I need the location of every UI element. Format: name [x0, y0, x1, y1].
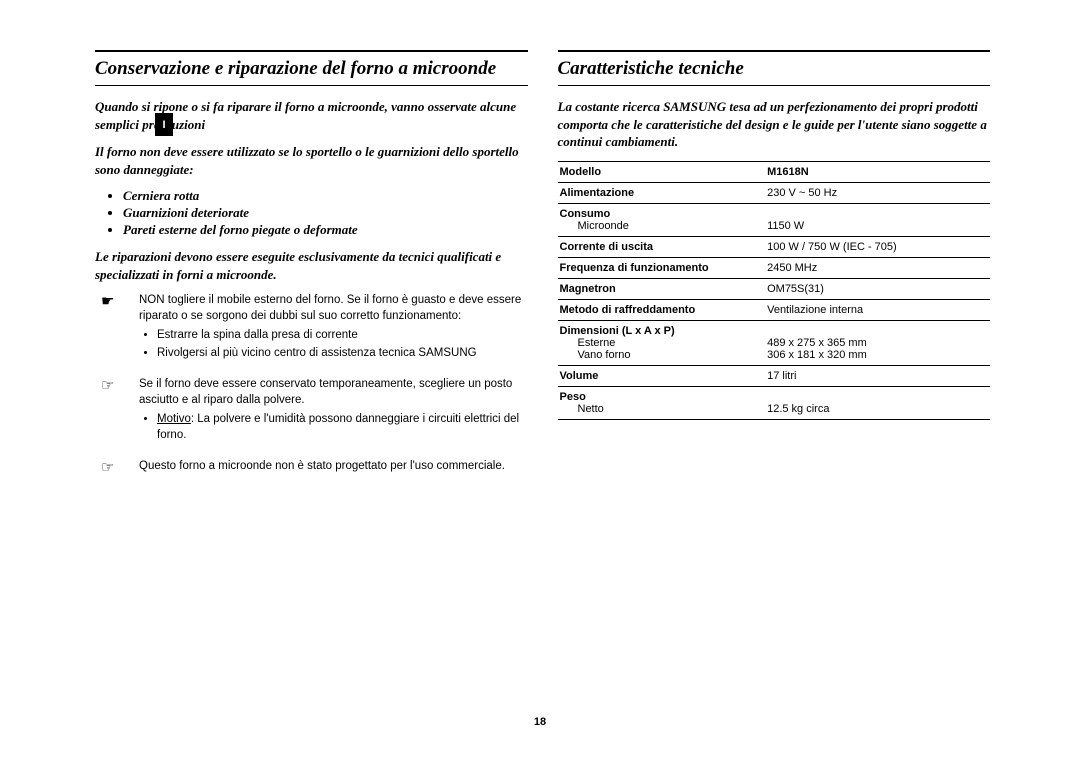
note-sub-bullets: Estrarre la spina dalla presa di corrent… — [157, 328, 528, 361]
table-row: Consumo Microonde 1150 W — [558, 203, 991, 236]
spec-value: 12.5 kg circa — [767, 403, 829, 415]
right-section-title: Caratteristiche tecniche — [558, 58, 744, 80]
spec-label: Frequenza di funzionamento — [560, 262, 709, 274]
spec-label: Alimentazione — [560, 187, 635, 199]
pointer-outline-icon: ☞ — [101, 377, 125, 445]
spec-sublabel: Vano forno — [560, 349, 631, 361]
sub-bullet-item: Motivo: La polvere e l'umidità possono d… — [157, 412, 528, 443]
table-row: Corrente di uscita 100 W / 750 W (IEC - … — [558, 236, 991, 257]
table-row: Modello M1618N — [558, 161, 991, 182]
table-row: Volume 17 litri — [558, 365, 991, 386]
note-row: ☛ NON togliere il mobile esterno del for… — [101, 293, 528, 363]
spec-value: 100 W / 750 W (IEC - 705) — [765, 236, 990, 257]
table-row: Frequenza di funzionamento 2450 MHz — [558, 257, 991, 278]
right-title-bar: Caratteristiche tecniche — [558, 50, 991, 86]
spec-value: 17 litri — [765, 365, 990, 386]
bullet-item: Pareti esterne del forno piegate o defor… — [123, 222, 528, 238]
spec-value: 306 x 181 x 320 mm — [767, 349, 867, 361]
pointer-outline-icon: ☞ — [101, 459, 125, 475]
spec-label: Magnetron — [560, 283, 616, 295]
note-text: Questo forno a microonde non è stato pro… — [139, 460, 505, 472]
sub-bullet-item: Rivolgersi al più vicino centro di assis… — [157, 346, 528, 362]
spec-label: Corrente di uscita — [560, 241, 654, 253]
note-row: ☞ Questo forno a microonde non è stato p… — [101, 459, 528, 475]
page-number: 18 — [534, 716, 546, 728]
note-sub-bullets: Motivo: La polvere e l'umidità possono d… — [157, 412, 528, 443]
spec-label: Consumo — [560, 208, 611, 220]
spec-sublabel: Microonde — [560, 220, 629, 232]
language-tab: I — [155, 113, 173, 136]
spec-label: Peso — [560, 391, 586, 403]
right-column: Caratteristiche tecniche La costante ric… — [558, 50, 991, 489]
spec-label: Modello — [560, 166, 602, 178]
spec-value: Ventilazione interna — [765, 299, 990, 320]
page-content: Conservazione e riparazione del forno a … — [0, 0, 1080, 509]
reason-text: : La polvere e l'umidità possono dannegg… — [157, 413, 519, 441]
table-row: Alimentazione 230 V ~ 50 Hz — [558, 182, 991, 203]
bullet-item: Cerniera rotta — [123, 188, 528, 204]
note-row: ☞ Se il forno deve essere conservato tem… — [101, 377, 528, 445]
table-row: Dimensioni (L x A x P) Esterne Vano forn… — [558, 320, 991, 365]
spec-value: 1150 W — [767, 220, 804, 232]
spec-value: 230 V ~ 50 Hz — [765, 182, 990, 203]
note-text: NON togliere il mobile esterno del forno… — [139, 294, 521, 322]
table-row: Peso Netto 12.5 kg circa — [558, 386, 991, 419]
spec-value: 2450 MHz — [765, 257, 990, 278]
warning-bullets: Cerniera rotta Guarnizioni deteriorate P… — [123, 188, 528, 238]
spec-sublabel: Esterne — [560, 337, 616, 349]
note-body: Questo forno a microonde non è stato pro… — [139, 459, 528, 475]
spec-label: Dimensioni (L x A x P) — [560, 325, 675, 337]
spec-value: 489 x 275 x 365 mm — [767, 337, 867, 349]
left-intro-3: Le riparazioni devono essere eseguite es… — [95, 248, 528, 283]
pointer-filled-icon: ☛ — [101, 293, 125, 363]
left-title-bar: Conservazione e riparazione del forno a … — [95, 50, 528, 86]
reason-label: Motivo — [157, 413, 191, 425]
spec-value: OM75S(31) — [765, 278, 990, 299]
spec-value: M1618N — [767, 166, 809, 178]
right-intro: La costante ricerca SAMSUNG tesa ad un p… — [558, 98, 991, 151]
notes-list: ☛ NON togliere il mobile esterno del for… — [101, 293, 528, 475]
spec-label: Metodo di raffreddamento — [560, 304, 696, 316]
table-row: Metodo di raffreddamento Ventilazione in… — [558, 299, 991, 320]
left-section-title: Conservazione e riparazione del forno a … — [95, 58, 496, 80]
spec-sublabel: Netto — [560, 403, 604, 415]
left-intro-2: Il forno non deve essere utilizzato se l… — [95, 143, 528, 178]
sub-bullet-item: Estrarre la spina dalla presa di corrent… — [157, 328, 528, 344]
note-text: Se il forno deve essere conservato tempo… — [139, 378, 512, 406]
note-body: NON togliere il mobile esterno del forno… — [139, 293, 528, 363]
table-row: Magnetron OM75S(31) — [558, 278, 991, 299]
spec-label: Volume — [560, 370, 599, 382]
note-body: Se il forno deve essere conservato tempo… — [139, 377, 528, 445]
bullet-item: Guarnizioni deteriorate — [123, 205, 528, 221]
spec-table: Modello M1618N Alimentazione 230 V ~ 50 … — [558, 161, 991, 420]
